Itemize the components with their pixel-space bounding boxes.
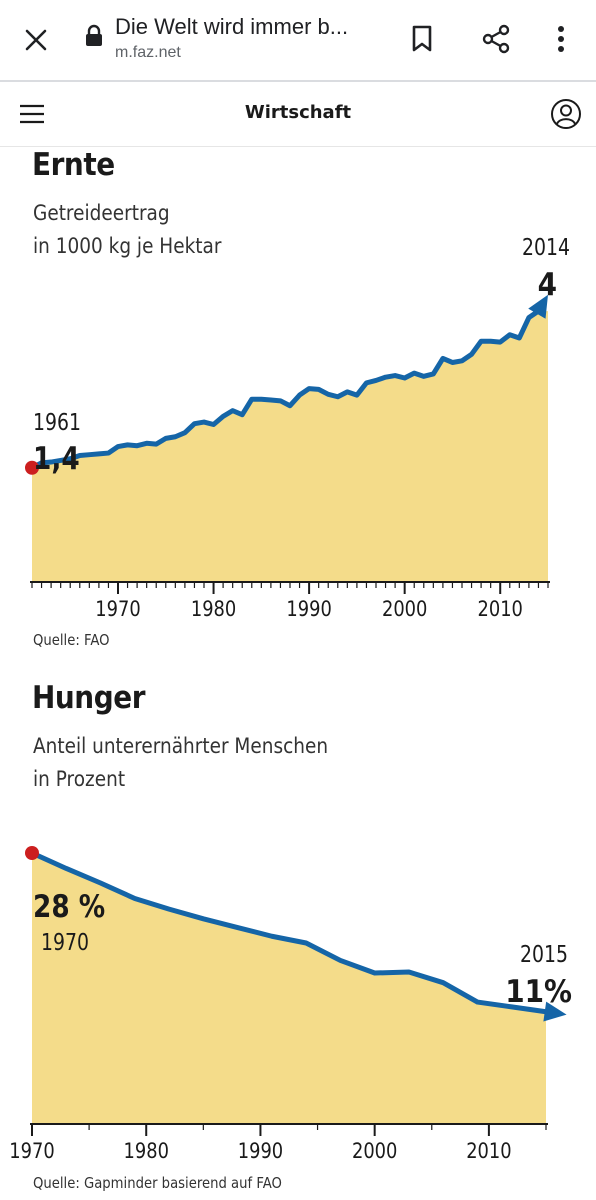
- page-title: Die Welt wird immer b...: [115, 14, 349, 39]
- section-title[interactable]: Wirtschaft: [244, 102, 352, 123]
- chart-area: [32, 311, 548, 582]
- close-icon: [25, 29, 47, 51]
- chart-subtitle-line-2: in 1000 kg je Hektar: [33, 234, 222, 258]
- more-vert-icon: [558, 26, 564, 52]
- user-icon: [551, 99, 581, 129]
- share-icon: [482, 24, 510, 54]
- chart-hunger-plot: 1970 1980 1990 2000 2010 28 % 1970 2015 11%: [9, 846, 572, 1164]
- chart-subtitle-line-1: Anteil unterernährter Menschen: [33, 734, 329, 758]
- chart-source: Quelle: FAO: [33, 631, 110, 649]
- start-year-label: 1961: [33, 408, 81, 435]
- chart-ernte: Ernte Getreideertrag in 1000 kg je Hekta…: [0, 147, 596, 662]
- chart-area: [32, 853, 546, 1124]
- site-menu-button[interactable]: [16, 98, 48, 130]
- x-tick-label: 2000: [352, 1139, 397, 1164]
- x-tick-label: 2010: [466, 1139, 511, 1164]
- x-tick-label: 2010: [478, 597, 523, 622]
- series-line: [29, 850, 556, 1016]
- hamburger-icon: [20, 104, 44, 124]
- start-point-marker: [25, 460, 39, 475]
- account-button[interactable]: [548, 96, 584, 132]
- x-tick-label: 1970: [9, 1139, 54, 1164]
- browser-toolbar: Die Welt wird immer b... m.faz.net: [0, 0, 596, 82]
- page-url[interactable]: m.faz.net: [115, 44, 181, 61]
- x-tick-label: 1980: [124, 1139, 169, 1164]
- end-value-label: 4: [538, 267, 557, 303]
- chart-hunger: Hunger Anteil unterernährter Menschen in…: [0, 680, 596, 1200]
- close-button[interactable]: [18, 22, 54, 58]
- chart-subtitle-line-1: Getreideertrag: [33, 201, 170, 225]
- overflow-menu-button[interactable]: [548, 20, 574, 58]
- start-value-label: 28 %: [33, 888, 105, 925]
- arrow-head: [528, 294, 548, 319]
- arrow-head: [543, 1001, 567, 1022]
- bookmark-icon: [412, 25, 432, 52]
- share-button[interactable]: [477, 20, 515, 58]
- x-tick-label: 1990: [286, 597, 331, 622]
- lock-icon: [84, 24, 104, 53]
- start-point-marker: [25, 846, 39, 860]
- start-value-label: 1,4: [33, 440, 80, 477]
- end-year-label: 2014: [522, 233, 570, 260]
- bookmark-button[interactable]: [404, 20, 440, 58]
- x-tick-label: 1990: [238, 1139, 283, 1164]
- start-year-label: 1970: [41, 928, 89, 955]
- chart-title: Hunger: [32, 680, 146, 716]
- chart-ernte-plot: 1970 1980 1990 2000 2010 1961 1,4 2014 4: [25, 233, 570, 622]
- end-year-label: 2015: [520, 940, 568, 967]
- end-value-label: 11%: [505, 974, 572, 1010]
- chart-subtitle-line-2: in Prozent: [33, 767, 126, 791]
- x-tick-label: 2000: [382, 597, 427, 622]
- site-header: Wirtschaft: [0, 82, 596, 147]
- series-line: [29, 304, 544, 471]
- chart-source: Quelle: Gapminder basierend auf FAO: [33, 1174, 282, 1192]
- x-tick-label: 1970: [95, 597, 140, 622]
- x-tick-label: 1980: [191, 597, 236, 622]
- chart-title: Ernte: [32, 147, 115, 183]
